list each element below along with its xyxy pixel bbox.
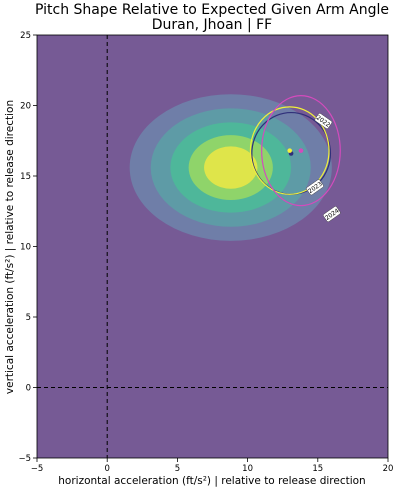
series-label-box-2022 (314, 113, 333, 129)
x-tick-label: 5 (175, 464, 180, 474)
reference-lines (37, 35, 388, 458)
y-tick-label: 0 (26, 384, 31, 394)
chart-subtitle: Duran, Jhoan | FF (152, 17, 273, 33)
chart-title: Pitch Shape Relative to Expected Given A… (35, 2, 389, 18)
y-tick-label: 10 (20, 243, 31, 253)
x-axis-ticks: −5 0 5 10 15 20 (31, 458, 394, 474)
expected-density (129, 94, 332, 241)
density-contour-5 (204, 146, 258, 189)
y-tick-label: 15 (20, 172, 31, 182)
x-axis-label: horizontal acceleration (ft/s²) | relati… (58, 475, 365, 487)
series-ellipse-2024 (261, 95, 341, 207)
y-axis-label: vertical acceleration (ft/s²) | relative… (4, 100, 16, 394)
x-tick-label: 0 (104, 464, 109, 474)
x-tick-label: 20 (383, 464, 394, 474)
y-tick-label: 20 (20, 102, 31, 112)
series-label-box-2023 (306, 179, 324, 196)
x-tick-label: 10 (242, 464, 253, 474)
y-axis-ticks: −5 0 5 10 15 20 25 (18, 31, 37, 464)
y-tick-label: −5 (18, 454, 31, 464)
series-point-2024 (298, 148, 304, 153)
series-label-box-2024 (323, 206, 341, 222)
x-tick-label: −5 (31, 464, 44, 474)
y-tick-label: 25 (20, 31, 31, 41)
y-tick-label: 5 (26, 313, 31, 323)
series-ellipse-2023 (249, 106, 330, 195)
x-tick-label: 15 (312, 464, 323, 474)
series-point-2023 (287, 148, 293, 153)
